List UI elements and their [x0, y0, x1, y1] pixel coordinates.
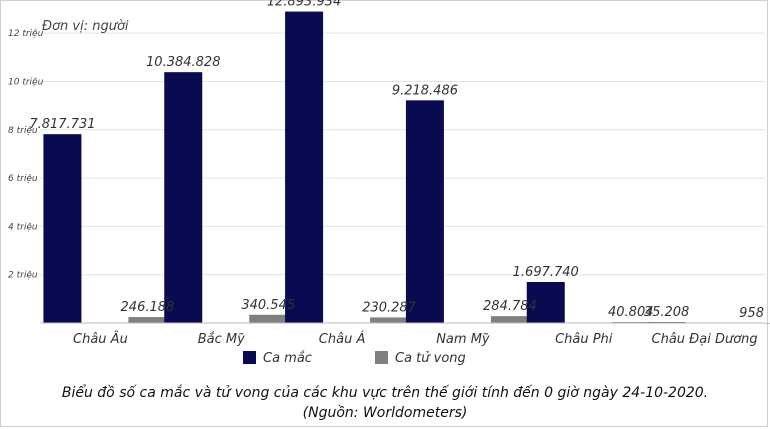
value-label-cases: 9.218.486 [392, 83, 458, 98]
bar-deaths [249, 314, 288, 323]
bar-cases [405, 100, 444, 323]
value-label-deaths: 40.804 [608, 305, 654, 320]
legend-swatch-deaths [375, 351, 388, 364]
bar-cases [164, 72, 203, 323]
x-tick-label: Châu Đại Dương [652, 332, 758, 347]
y-tick-label: 4 triệu [8, 222, 38, 232]
bar-cases [526, 281, 565, 323]
gridlines [40, 32, 765, 276]
value-labels: 7.817.731 246.188 10.384.828 340.545 12.893.… [29, 0, 764, 321]
y-tick-label: 6 triệu [8, 174, 38, 184]
x-tick-label: Nam Mỹ [436, 332, 490, 347]
value-label-deaths: 246.188 [121, 300, 175, 315]
x-tick-labels: Châu Âu Bắc Mỹ Châu Á Nam Mỹ Châu Phi Châu Đạ… [73, 331, 758, 347]
value-label-deaths: 340.545 [241, 298, 295, 313]
caption: Biểu đồ số ca mắc và tử vong của các khu… [0, 383, 770, 423]
bars [43, 11, 770, 324]
bar-cases [285, 11, 324, 324]
value-label-cases: 7.817.731 [29, 117, 95, 132]
bar-deaths [490, 316, 529, 323]
legend-swatch-cases [243, 351, 256, 364]
y-tick-label: 8 triệu [8, 126, 38, 136]
unit-label: Đơn vị: người [42, 19, 129, 34]
value-label-deaths: 958 [739, 306, 764, 321]
bar-chart: 2 triệu 4 triệu 6 triệu 8 triệu 10 triệu 12 t… [8, 0, 770, 366]
value-label-cases: 1.697.740 [513, 265, 579, 280]
x-tick-label: Bắc Mỹ [198, 332, 245, 347]
bar-deaths [128, 317, 167, 323]
legend-label-cases: Ca mắc [263, 351, 312, 366]
legend-label-deaths: Ca tử vong [395, 351, 466, 366]
y-tick-label: 2 triệu [8, 271, 38, 281]
value-label-deaths: 284.784 [483, 299, 537, 314]
y-tick-labels: 2 triệu 4 triệu 6 triệu 8 triệu 10 triệu 12 t… [8, 29, 44, 281]
bar-cases [43, 134, 82, 323]
legend: Ca mắc Ca tử vong [243, 351, 466, 366]
x-tick-label: Châu Á [319, 331, 366, 347]
y-tick-label: 12 triệu [8, 29, 44, 39]
y-tick-label: 10 triệu [8, 77, 44, 87]
value-label-deaths: 230.287 [362, 300, 416, 315]
value-label-cases: 12.893.934 [267, 0, 341, 10]
value-label-cases: 10.384.828 [146, 55, 220, 70]
x-tick-label: Châu Phi [555, 332, 613, 347]
bar-deaths [370, 317, 409, 323]
x-tick-label: Châu Âu [73, 331, 128, 347]
caption-title: Biểu đồ số ca mắc và tử vong của các khu… [61, 385, 709, 401]
caption-source: (Nguồn: Worldometers) [302, 405, 468, 421]
value-label-cases: 35.208 [644, 305, 690, 320]
